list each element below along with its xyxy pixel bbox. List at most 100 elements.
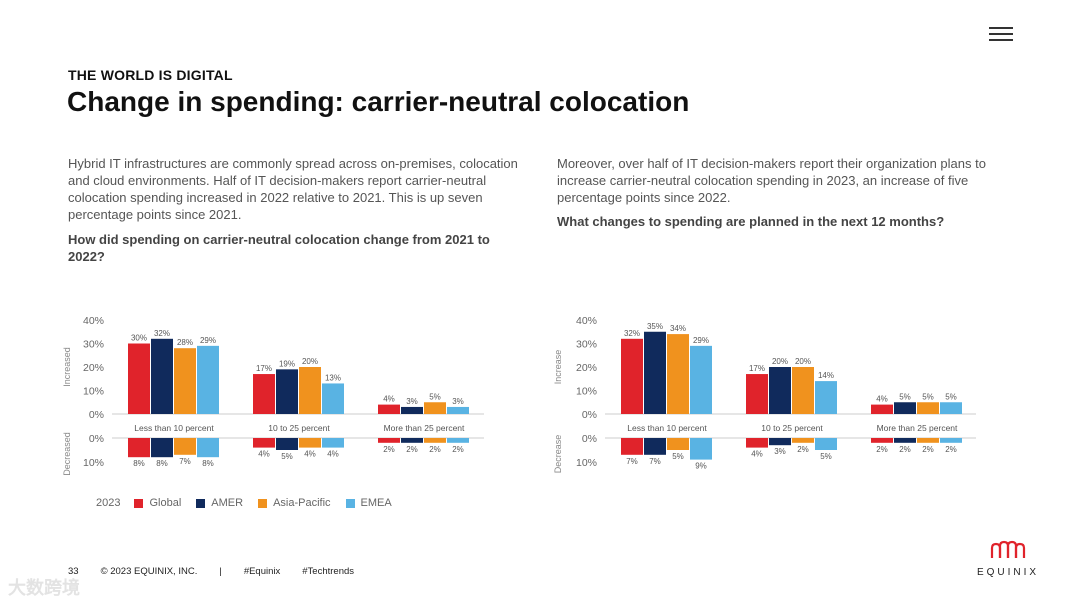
bar-increase — [644, 331, 666, 414]
bar-increase — [940, 402, 962, 414]
bar-label-decrease: 7% — [649, 457, 661, 466]
equinix-wordmark: EQUINIX — [976, 567, 1040, 578]
bar-decrease — [667, 438, 689, 450]
legend-item-asia-pacific: Asia-Pacific — [258, 497, 331, 509]
bar-label-decrease: 4% — [258, 450, 270, 459]
bar-decrease — [792, 438, 814, 443]
y-tick-label: 30% — [576, 339, 597, 351]
bar-label-decrease: 9% — [695, 462, 707, 471]
bar-label-decrease: 4% — [327, 450, 339, 459]
bar-increase — [378, 404, 400, 414]
bar-label-increase: 32% — [624, 329, 640, 338]
bar-increase — [769, 367, 791, 414]
y-tick-label: 0% — [89, 409, 104, 421]
bar-label-increase: 30% — [131, 334, 147, 343]
bar-label-increase: 20% — [795, 357, 811, 366]
bar-decrease — [424, 438, 446, 443]
axis-title-increase: Increase — [553, 350, 563, 385]
bar-label-decrease: 2% — [899, 445, 911, 454]
bar-label-decrease: 2% — [383, 445, 395, 454]
bar-label-decrease: 2% — [945, 445, 957, 454]
bar-decrease — [690, 438, 712, 460]
bar-increase — [917, 402, 939, 414]
legend-item-amer: AMER — [196, 497, 243, 509]
bar-decrease — [174, 438, 196, 455]
left-question: How did spending on carrier-neutral colo… — [68, 232, 490, 264]
bar-label-decrease: 7% — [179, 457, 191, 466]
y-tick-label: 0% — [89, 433, 104, 445]
y-tick-label: 0% — [582, 409, 597, 421]
bar-label-increase: 14% — [818, 371, 834, 380]
bar-label-increase: 35% — [647, 322, 663, 331]
axis-title-decrease: Decrease — [553, 435, 563, 474]
hashtag-equinix: #Equinix — [243, 566, 281, 577]
bar-label-decrease: 4% — [751, 450, 763, 459]
bar-label-decrease: 2% — [797, 445, 809, 454]
bar-increase — [871, 404, 893, 414]
category-label: Less than 10 percent — [134, 423, 214, 433]
bar-increase — [401, 406, 423, 414]
bar-label-increase: 5% — [945, 392, 957, 401]
bar-label-increase: 28% — [177, 338, 193, 347]
eyebrow-label: THE WORLD IS DIGITAL — [68, 67, 233, 83]
category-label: Less than 10 percent — [627, 423, 707, 433]
bar-decrease — [871, 438, 893, 443]
legend-item-emea: EMEA — [345, 497, 392, 509]
bar-increase — [253, 374, 275, 414]
legend-label-global: Global — [149, 497, 182, 509]
watermark: 大数跨境 — [8, 578, 80, 598]
right-paragraph: Moreover, over half of IT decision-maker… — [557, 156, 986, 205]
bar-decrease — [940, 438, 962, 443]
legend-label-amer: AMER — [211, 497, 244, 509]
footer: 33 © 2023 EQUINIX, INC. | #Equinix #Tech… — [68, 566, 376, 577]
category-label: 10 to 25 percent — [268, 423, 330, 433]
bar-label-decrease: 8% — [202, 459, 214, 468]
legend-year: 2023 — [96, 497, 121, 509]
bar-label-decrease: 4% — [304, 450, 316, 459]
copyright: © 2023 EQUINIX, INC. — [100, 566, 198, 577]
bar-label-increase: 5% — [429, 392, 441, 401]
bar-label-increase: 20% — [772, 357, 788, 366]
category-label: More than 25 percent — [877, 423, 958, 433]
y-tick-label: 30% — [83, 339, 104, 351]
hashtag-techtrends: #Techtrends — [302, 566, 355, 577]
bar-increase — [151, 338, 173, 414]
bar-label-decrease: 2% — [922, 445, 934, 454]
page-number: 33 — [68, 566, 79, 577]
bar-label-increase: 4% — [383, 395, 395, 404]
bar-label-increase: 13% — [325, 373, 341, 382]
equinix-logo-icon — [990, 540, 1026, 558]
bar-label-decrease: 2% — [452, 445, 464, 454]
bar-increase — [174, 348, 196, 414]
bar-label-increase: 5% — [922, 392, 934, 401]
bar-label-increase: 4% — [876, 395, 888, 404]
bar-decrease — [917, 438, 939, 443]
chart-spending-change-2021-2022: 40% 30% 20% 10% 0% 0% 10% Increased Decreased 30%… — [62, 315, 484, 476]
bar-increase — [299, 367, 321, 414]
bar-increase — [792, 367, 814, 414]
legend-label-emea: EMEA — [360, 497, 392, 509]
bar-label-increase: 17% — [749, 364, 765, 373]
bar-label-increase: 32% — [154, 329, 170, 338]
legend-swatch-emea — [345, 498, 355, 508]
bar-decrease — [769, 438, 791, 446]
hamburger-menu-icon[interactable] — [989, 27, 1013, 41]
bar-increase — [322, 383, 344, 414]
page-title: Change in spending: carrier-neutral colo… — [67, 86, 690, 117]
bar-decrease — [128, 438, 150, 458]
bar-decrease — [322, 438, 344, 448]
y-tick-label: 20% — [83, 362, 104, 374]
bar-decrease — [401, 438, 423, 443]
bar-increase — [447, 406, 469, 414]
y-tick-label: 40% — [83, 315, 104, 327]
bar-decrease — [746, 438, 768, 448]
bar-label-decrease: 5% — [820, 452, 832, 461]
category-label: 10 to 25 percent — [761, 423, 823, 433]
bar-label-increase: 34% — [670, 324, 686, 333]
y-tick-label: 10% — [576, 457, 597, 469]
bar-label-decrease: 8% — [133, 459, 145, 468]
y-tick-label: 10% — [576, 386, 597, 398]
bar-decrease — [621, 438, 643, 455]
bar-label-decrease: 2% — [429, 445, 441, 454]
bar-label-decrease: 5% — [281, 452, 293, 461]
